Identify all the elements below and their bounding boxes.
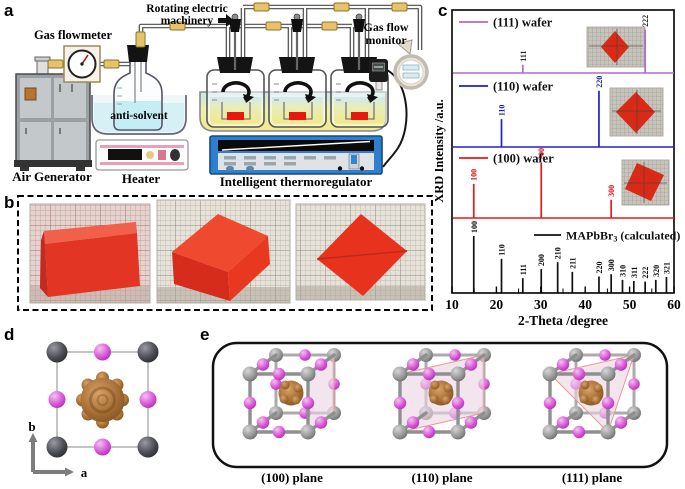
svg-text:100: 100 xyxy=(470,221,479,233)
crystal-photo-slab xyxy=(29,203,151,304)
svg-text:200: 200 xyxy=(537,148,546,160)
wafer-photo-inset-100 xyxy=(621,159,670,206)
unit-cell-100 xyxy=(240,346,343,442)
svg-text:321: 321 xyxy=(662,262,671,274)
lead-atoms xyxy=(46,341,159,458)
svg-text:20: 20 xyxy=(490,297,504,312)
panel-c-xrd-chart: c 111 222 (111) wafer 110 220 (110) wafer 100 2… xyxy=(435,1,681,328)
panel-b-crystal-photos: b xyxy=(4,193,433,311)
svg-text:111: 111 xyxy=(519,51,528,62)
heater-knob xyxy=(170,149,180,161)
unit-cell-111 xyxy=(540,346,643,442)
y-axis-label: XRD Intensity /a.u. xyxy=(435,99,446,203)
svg-text:100: 100 xyxy=(470,169,479,181)
svg-text:300: 300 xyxy=(607,185,616,197)
gas-flow-monitor-label-1: Gas flow xyxy=(364,20,409,34)
svg-text:111: 111 xyxy=(519,264,528,275)
generator-badge xyxy=(24,87,37,101)
rotating-machinery-label-2: machinery xyxy=(161,15,214,27)
svg-text:222: 222 xyxy=(641,15,650,27)
panel-e-rounded-border xyxy=(211,341,669,469)
panel-letter-c: c xyxy=(438,1,447,20)
heater-label: Heater xyxy=(122,171,160,186)
svg-text:320: 320 xyxy=(652,265,661,277)
plane-label-100: (100) plane xyxy=(261,470,323,485)
svg-text:30: 30 xyxy=(534,297,548,312)
anti-solvent-bath: anti-solvent xyxy=(91,45,187,135)
panel-letter-d: d xyxy=(4,325,14,344)
air-generator xyxy=(14,56,92,171)
bromine-atoms xyxy=(48,343,157,456)
crystal-photo-rhombus xyxy=(295,203,426,301)
crystal-axes xyxy=(28,433,74,477)
heater-display xyxy=(108,149,142,160)
gas-flow-monitor-label-2: monitor xyxy=(365,33,407,47)
gas-flowmeter-label: Gas flowmeter xyxy=(34,28,113,42)
axis-b-label: b xyxy=(28,419,35,434)
gas-flow-monitor-device xyxy=(393,39,429,90)
svg-text:210: 210 xyxy=(554,247,563,259)
ma-cation xyxy=(76,371,129,429)
svg-text:(110) wafer: (110) wafer xyxy=(493,80,553,94)
air-generator-label: Air Generator xyxy=(12,169,92,184)
wafer-photo-inset-110 xyxy=(609,87,664,137)
panel-letter-b: b xyxy=(4,193,14,212)
panel-letter-a: a xyxy=(4,1,14,20)
svg-text:222: 222 xyxy=(641,267,650,279)
svg-text:300: 300 xyxy=(607,259,616,271)
rotating-machinery-label-1: Rotating electric xyxy=(146,3,227,15)
axis-a-arrowhead xyxy=(65,467,74,477)
gas-flowmeter-gauge xyxy=(63,45,101,83)
svg-text:110: 110 xyxy=(498,105,507,117)
xrd-traces: 111 222 (111) wafer 110 220 (110) wafer 100 200… xyxy=(445,15,681,312)
plane-label-110: (110) plane xyxy=(411,470,472,485)
panel-e-crystal-planes: e (100) plane (110) plane (111) plane xyxy=(200,325,669,485)
svg-text:(100) wafer: (100) wafer xyxy=(493,152,554,166)
axis-b-arrowhead xyxy=(28,433,38,442)
tube-connectors xyxy=(47,2,408,69)
svg-text:10: 10 xyxy=(445,297,459,312)
svg-text:110: 110 xyxy=(498,244,507,256)
svg-text:211: 211 xyxy=(568,257,577,269)
svg-text:200: 200 xyxy=(537,254,546,266)
svg-text:220: 220 xyxy=(595,76,604,88)
wafer-photo-inset-111 xyxy=(586,26,646,68)
svg-text:40: 40 xyxy=(578,297,592,312)
svg-text:(111) wafer: (111) wafer xyxy=(493,16,553,30)
panel-letter-e: e xyxy=(200,325,209,344)
unit-cell-110 xyxy=(390,346,493,442)
svg-text:MAPbBr3 (calculated): MAPbBr3 (calculated) xyxy=(566,229,680,244)
svg-text:50: 50 xyxy=(623,297,637,312)
flask-cap xyxy=(127,45,149,62)
panel-d-structure-projection: d b a xyxy=(4,325,159,480)
panel-a-setup-diagram: anti-solvent xyxy=(4,1,429,189)
svg-text:60: 60 xyxy=(667,297,681,312)
svg-text:220: 220 xyxy=(595,261,604,273)
crystal-photo-block xyxy=(156,199,291,304)
thermoregulator-label: Intelligent thermoregulator xyxy=(220,174,373,189)
thermoregulator-device xyxy=(209,135,383,175)
svg-text:310: 310 xyxy=(618,265,627,277)
arrow-icon xyxy=(218,14,234,27)
x-axis-label: 2-Theta /degree xyxy=(518,313,608,328)
anti-solvent-label: anti-solvent xyxy=(110,110,168,122)
heater-device xyxy=(95,139,189,171)
svg-text:311: 311 xyxy=(630,266,639,278)
thermoregulator-slider xyxy=(351,155,357,164)
axis-a-label: a xyxy=(81,465,88,480)
plane-label-111: (111) plane xyxy=(562,470,623,485)
